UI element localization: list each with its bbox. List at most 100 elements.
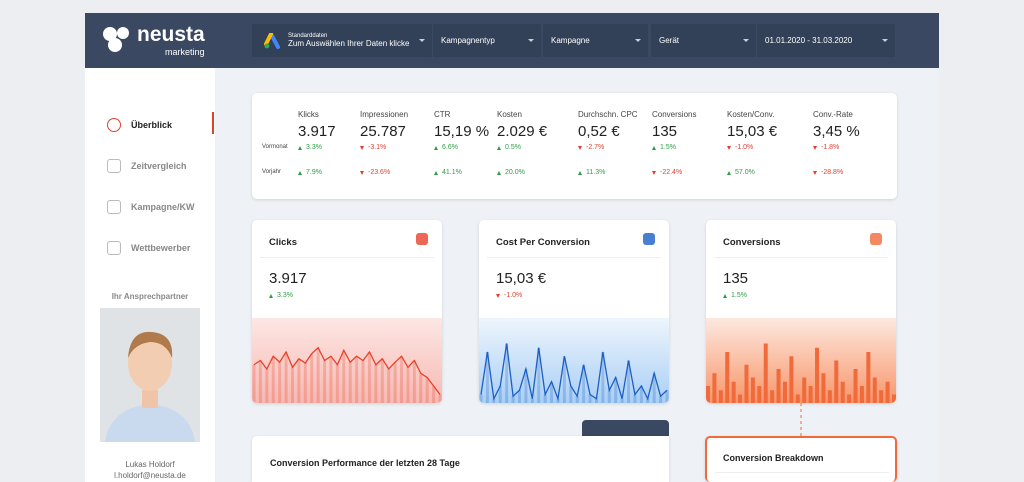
trend-arrow xyxy=(723,293,727,298)
nav-item[interactable]: Wettbewerber xyxy=(107,241,190,255)
contact-email: l.holdorf@neusta.de xyxy=(114,471,186,480)
metric-card: Conversions 135 1.5% xyxy=(706,220,896,403)
nav-label: Überblick xyxy=(131,120,173,130)
breakdown-title: Conversion Breakdown xyxy=(723,453,824,463)
nav-label: Zeitvergleich xyxy=(131,161,187,171)
line xyxy=(253,346,441,395)
bar xyxy=(744,364,749,403)
nav-item[interactable]: Zeitvergleich xyxy=(107,159,187,173)
kpi-card: Vormonat Vorjahr Klicks 3.917 3.3% 7.9% Impres… xyxy=(252,93,897,199)
trend-arrow xyxy=(434,170,438,175)
nav-label: Wettbewerber xyxy=(131,243,191,253)
icon xyxy=(264,33,273,46)
ads-icon xyxy=(264,33,280,49)
card-icon xyxy=(643,233,655,245)
kpi-value: 25.787 xyxy=(360,123,406,140)
divider xyxy=(715,472,889,473)
trend-arrow xyxy=(360,145,364,150)
change: 3.3% xyxy=(269,292,293,299)
bar xyxy=(872,377,877,403)
change: -23.6% xyxy=(360,169,390,176)
bar xyxy=(770,390,775,403)
nav-item[interactable]: Überblick xyxy=(107,118,172,132)
nav-icon xyxy=(107,241,121,255)
filter-dropdown[interactable]: Kampagnentyp xyxy=(433,24,541,57)
bar xyxy=(776,369,781,403)
change: -1.0% xyxy=(727,144,753,151)
logo: neusta xyxy=(137,23,205,46)
bar xyxy=(866,352,871,403)
sidebar: Überblick Zeitvergleich Kampagne/KW Wettbew… xyxy=(85,68,215,482)
bar xyxy=(795,394,800,403)
sparkline xyxy=(252,318,442,403)
kpi-label: CTR xyxy=(434,110,451,119)
bar xyxy=(782,381,787,403)
card-value: 3.917 xyxy=(269,270,307,287)
trend-arrow xyxy=(497,170,501,175)
trend-arrow xyxy=(578,145,582,150)
card-title: Clicks xyxy=(269,237,297,248)
trend-arrow xyxy=(813,170,817,175)
change-text: -2.7% xyxy=(586,144,605,151)
trend-arrow xyxy=(360,170,364,175)
header: neusta marketing Standarddaten Zum Auswäh… xyxy=(85,13,939,68)
card-title: Cost Per Conversion xyxy=(496,237,590,248)
bar xyxy=(718,390,723,403)
kpi-label: Conversions xyxy=(652,110,697,119)
divider xyxy=(714,257,888,258)
trend-arrow xyxy=(496,293,500,298)
bar xyxy=(815,347,820,403)
caret xyxy=(743,39,749,45)
performance-title: Conversion Performance der letzten 28 Ta… xyxy=(270,458,460,468)
change-text: 6.6% xyxy=(442,144,458,151)
trend-arrow xyxy=(652,170,656,175)
filter-title: Standarddaten xyxy=(288,33,328,39)
kpi-label: Impressionen xyxy=(360,110,409,119)
bar xyxy=(706,386,710,403)
trend-arrow xyxy=(652,145,656,150)
trend-arrow xyxy=(813,145,817,150)
filter-dropdown[interactable]: Standarddaten Zum Auswählen Ihrer Daten k… xyxy=(252,24,432,57)
nav-label: Kampagne/KW xyxy=(131,202,195,212)
trend-arrow xyxy=(497,145,501,150)
nav-item[interactable]: Kampagne/KW xyxy=(107,200,195,214)
filter-dropdown[interactable]: 01.01.2020 - 31.03.2020 xyxy=(757,24,895,57)
bar xyxy=(885,381,890,403)
change: 3.3% xyxy=(298,144,322,151)
bar xyxy=(847,394,852,403)
performance-card: Conversion Performance der letzten 28 Ta… xyxy=(252,436,669,482)
change: 57.0% xyxy=(727,169,755,176)
change-text: 20.0% xyxy=(505,169,525,176)
change-text: 3.3% xyxy=(306,144,322,151)
breakdown-card: Conversion Breakdown xyxy=(705,436,897,482)
connector xyxy=(800,403,802,436)
change-text: 41.1% xyxy=(442,169,462,176)
toolbar[interactable] xyxy=(582,420,669,436)
filter-dropdown[interactable]: Kampagne xyxy=(543,24,648,57)
kpi-label: Klicks xyxy=(298,110,319,119)
divider xyxy=(487,257,661,258)
contact-name: Lukas Holdorf xyxy=(125,460,175,469)
kpi-label: Kosten/Conv. xyxy=(727,110,775,119)
trend-arrow xyxy=(727,170,731,175)
filter-dropdown[interactable]: Gerät xyxy=(651,24,756,57)
change: 0.5% xyxy=(497,144,521,151)
icon xyxy=(264,43,270,49)
kpi-label: Conv.-Rate xyxy=(813,110,853,119)
change: 7.9% xyxy=(298,169,322,176)
caret xyxy=(419,39,425,45)
change: 1.5% xyxy=(723,292,747,299)
bar xyxy=(725,352,730,403)
change-text: -22.4% xyxy=(660,169,683,176)
change: 1.5% xyxy=(652,144,676,151)
change-text: -23.6% xyxy=(368,169,391,176)
kpi-value: 15,03 € xyxy=(727,123,778,140)
change-text: -1.8% xyxy=(821,144,840,151)
kpi-value: 15,19 % xyxy=(434,123,490,140)
sparkline xyxy=(706,318,896,403)
change: -22.4% xyxy=(652,169,682,176)
change-text: 1.5% xyxy=(731,292,747,299)
kpi-label: Kosten xyxy=(497,110,522,119)
bar xyxy=(757,386,762,403)
